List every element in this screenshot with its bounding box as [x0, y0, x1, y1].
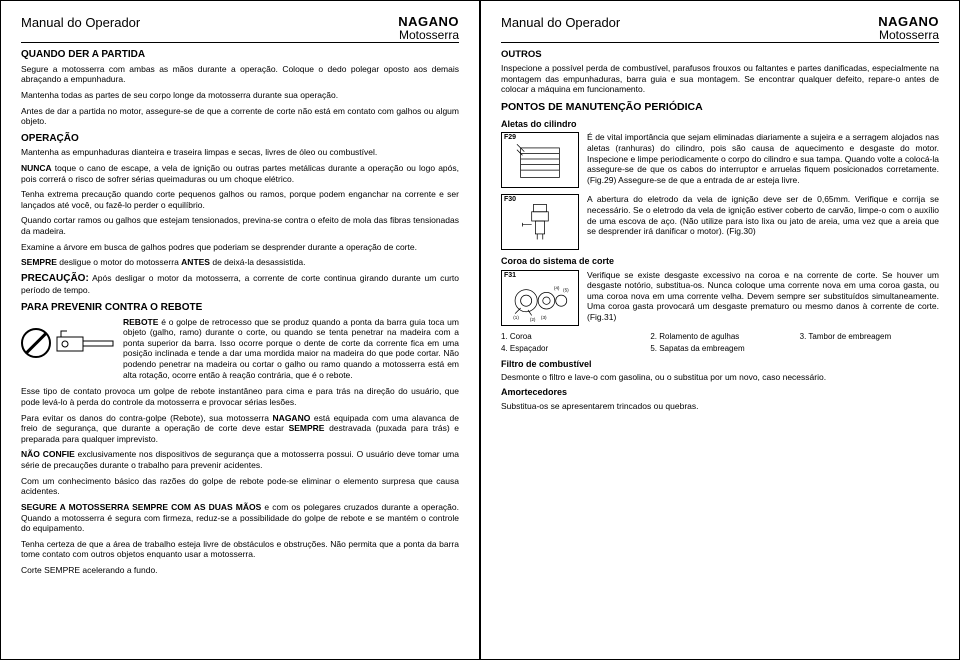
- legend-item: 1. Coroa: [501, 332, 640, 342]
- heading-outros: OUTROS: [501, 49, 939, 61]
- brand-block: NAGANO Motosserra: [878, 15, 939, 41]
- legend-item: 3. Tambor de embreagem: [800, 332, 939, 342]
- para: Desmonte o filtro e lave-o com gasolina,…: [501, 372, 939, 383]
- fig31-row: F31 (1) (2) (3) (4) (5) Verifique se exi…: [501, 270, 939, 326]
- bold: NUNCA: [21, 163, 52, 173]
- bold: SEMPRE: [21, 257, 57, 267]
- fig30-text: A abertura do eletrodo da vela de igniçã…: [587, 194, 939, 237]
- text: desligue o motor do motosserra: [57, 257, 181, 267]
- clutch-sprocket-icon: (1) (2) (3) (4) (5): [504, 273, 576, 325]
- subheading-coroa: Coroa do sistema de corte: [501, 256, 939, 267]
- para: Segure a motosserra com ambas as mãos du…: [21, 64, 459, 85]
- figure-31: F31 (1) (2) (3) (4) (5): [501, 270, 579, 326]
- chainsaw-sketch-icon: [55, 323, 115, 363]
- para: NUNCA toque o cano de escape, a vela de …: [21, 163, 459, 184]
- para: Esse tipo de contato provoca um golpe de…: [21, 386, 459, 407]
- para: Antes de dar a partida no motor, assegur…: [21, 106, 459, 127]
- para: Corte SEMPRE acelerando a fundo.: [21, 565, 459, 576]
- para: Quando cortar ramos ou galhos que esteja…: [21, 215, 459, 236]
- rebote-text: REBOTE é o golpe de retrocesso que se pr…: [123, 317, 459, 381]
- figure-label: F30: [504, 196, 516, 205]
- bold: ANTES: [181, 257, 210, 267]
- svg-text:(1): (1): [513, 315, 519, 320]
- heading-rebote: PARA PREVENIR CONTRA O REBOTE: [21, 302, 459, 315]
- page-right: Manual do Operador NAGANO Motosserra OUT…: [480, 0, 960, 660]
- para: Examine a árvore em busca de galhos podr…: [21, 242, 459, 253]
- brand-sub: Motosserra: [878, 29, 939, 42]
- header-left: Manual do Operador NAGANO Motosserra: [21, 15, 459, 43]
- para: Mantenha todas as partes de seu corpo lo…: [21, 90, 459, 101]
- bold: SEMPRE: [289, 423, 325, 433]
- bold: PRECAUÇÃO:: [21, 273, 89, 284]
- legend-item: 2. Rolamento de agulhas: [650, 332, 789, 342]
- bold: SEGURE A MOTOSSERRA SEMPRE COM AS DUAS M…: [21, 502, 261, 512]
- para: Com um conhecimento básico das razões do…: [21, 476, 459, 497]
- brand-block: NAGANO Motosserra: [398, 15, 459, 41]
- page-left: Manual do Operador NAGANO Motosserra QUA…: [0, 0, 480, 660]
- legend-item: 4. Espaçador: [501, 344, 640, 354]
- no-entry-chainsaw-icon: [21, 317, 115, 369]
- para: Tenha certeza de que a área de trabalho …: [21, 539, 459, 560]
- subheading-filtro: Filtro de combustível: [501, 359, 939, 370]
- svg-text:(5): (5): [563, 287, 569, 292]
- brand-name: NAGANO: [398, 15, 459, 29]
- heading-operacao: OPERAÇÃO: [21, 133, 459, 146]
- bold: REBOTE: [123, 317, 158, 327]
- heading-partida: QUANDO DER A PARTIDA: [21, 49, 459, 62]
- text: exclusivamente nos dispositivos de segur…: [21, 449, 459, 470]
- prohibition-icon: [21, 328, 51, 358]
- heading-manutencao: PONTOS DE MANUTENÇÃO PERIÓDICA: [501, 101, 939, 114]
- svg-text:(4): (4): [554, 285, 560, 290]
- para: SEGURE A MOTOSSERRA SEMPRE COM AS DUAS M…: [21, 502, 459, 534]
- para: Para evitar os danos do contra-golpe (Re…: [21, 413, 459, 445]
- cylinder-fins-icon: [504, 135, 576, 187]
- svg-text:(2): (2): [530, 317, 536, 322]
- subheading-amortecedores: Amortecedores: [501, 387, 939, 398]
- brand-sub: Motosserra: [398, 29, 459, 42]
- figure-30: F30: [501, 194, 579, 250]
- fig29-row: F29 É de vital importância que sejam eli…: [501, 132, 939, 188]
- rebote-figure-row: REBOTE é o golpe de retrocesso que se pr…: [21, 317, 459, 381]
- fig30-row: F30 A abertura do eletrodo da vela de ig…: [501, 194, 939, 250]
- text: Para evitar os danos do contra-golpe (Re…: [21, 413, 273, 423]
- text: é o golpe de retrocesso que se produz qu…: [123, 317, 459, 380]
- para: PRECAUÇÃO: Após desligar o motor da moto…: [21, 273, 459, 296]
- svg-text:(3): (3): [541, 315, 547, 320]
- bold: NÃO CONFIE: [21, 449, 75, 459]
- fig31-text: Verifique se existe desgaste excessivo n…: [587, 270, 939, 323]
- text: de deixá-la desassistida.: [210, 257, 305, 267]
- spark-plug-icon: [504, 197, 576, 249]
- para: Inspecione a possível perda de combustív…: [501, 63, 939, 95]
- brand-name: NAGANO: [878, 15, 939, 29]
- bold: NAGANO: [273, 413, 311, 423]
- legend-item: 5. Sapatas da embreagem: [650, 344, 789, 354]
- text: toque o cano de escape, a vela de igniçã…: [21, 163, 459, 184]
- para: NÃO CONFIE exclusivamente nos dispositiv…: [21, 449, 459, 470]
- subheading-aletas: Aletas do cilindro: [501, 119, 939, 130]
- figure-29: F29: [501, 132, 579, 188]
- para: Substitua-os se apresentarem trincados o…: [501, 401, 939, 412]
- figure-label: F29: [504, 134, 516, 143]
- para: SEMPRE desligue o motor do motosserra AN…: [21, 257, 459, 268]
- fig31-legend: 1. Coroa 2. Rolamento de agulhas 3. Tamb…: [501, 332, 939, 354]
- header-right: Manual do Operador NAGANO Motosserra: [501, 15, 939, 43]
- para: Tenha extrema precaução quando corte peq…: [21, 189, 459, 210]
- para: Mantenha as empunhaduras dianteira e tra…: [21, 147, 459, 158]
- figure-label: F31: [504, 272, 516, 281]
- manual-title: Manual do Operador: [21, 15, 140, 31]
- fig29-text: É de vital importância que sejam elimina…: [587, 132, 939, 185]
- manual-title: Manual do Operador: [501, 15, 620, 31]
